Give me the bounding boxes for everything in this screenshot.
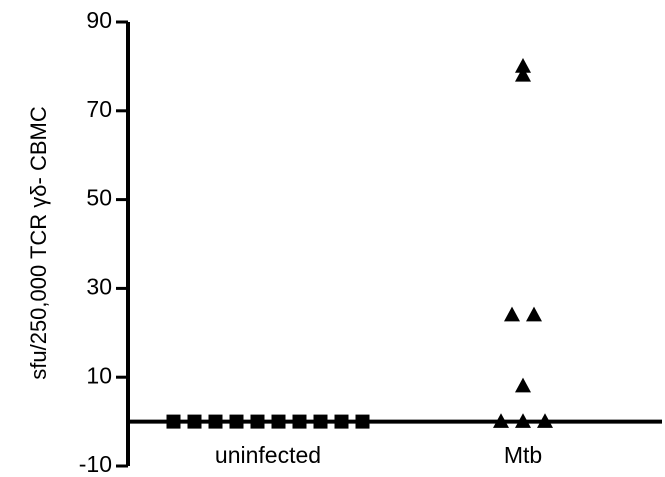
y-tick-label: 30 <box>86 273 112 299</box>
data-point-square <box>355 414 370 429</box>
data-points <box>166 58 553 429</box>
data-point-triangle <box>515 58 531 73</box>
data-point-triangle <box>537 413 553 428</box>
x-category-label: uninfected <box>215 442 321 468</box>
data-point-square <box>229 414 244 429</box>
data-point-square <box>187 414 202 429</box>
y-tick-label: -10 <box>79 451 112 477</box>
y-tick-label: 90 <box>86 7 112 33</box>
data-point-triangle <box>515 66 531 82</box>
data-point-square <box>313 414 328 429</box>
axes <box>126 22 662 466</box>
data-point-square <box>208 414 223 429</box>
data-point-triangle <box>504 306 520 322</box>
data-point-square <box>292 414 307 429</box>
data-point-triangle <box>493 413 509 428</box>
data-point-square <box>250 414 265 429</box>
data-point-square <box>271 414 286 429</box>
data-point-square <box>166 414 181 429</box>
x-category-label: Mtb <box>504 442 542 468</box>
x-categories: uninfected Mtb <box>215 442 542 468</box>
y-ticks: -10 10 30 50 70 90 <box>79 7 128 477</box>
y-tick-label: 70 <box>86 96 112 122</box>
data-point-square <box>334 414 349 429</box>
y-tick-label: 50 <box>86 185 112 211</box>
data-point-triangle <box>515 413 531 428</box>
y-axis-label: sfu/250,000 TCR γδ- CBMC <box>26 106 51 380</box>
y-tick-label: 10 <box>86 362 112 388</box>
data-point-triangle <box>526 306 542 322</box>
data-point-triangle <box>515 377 531 393</box>
